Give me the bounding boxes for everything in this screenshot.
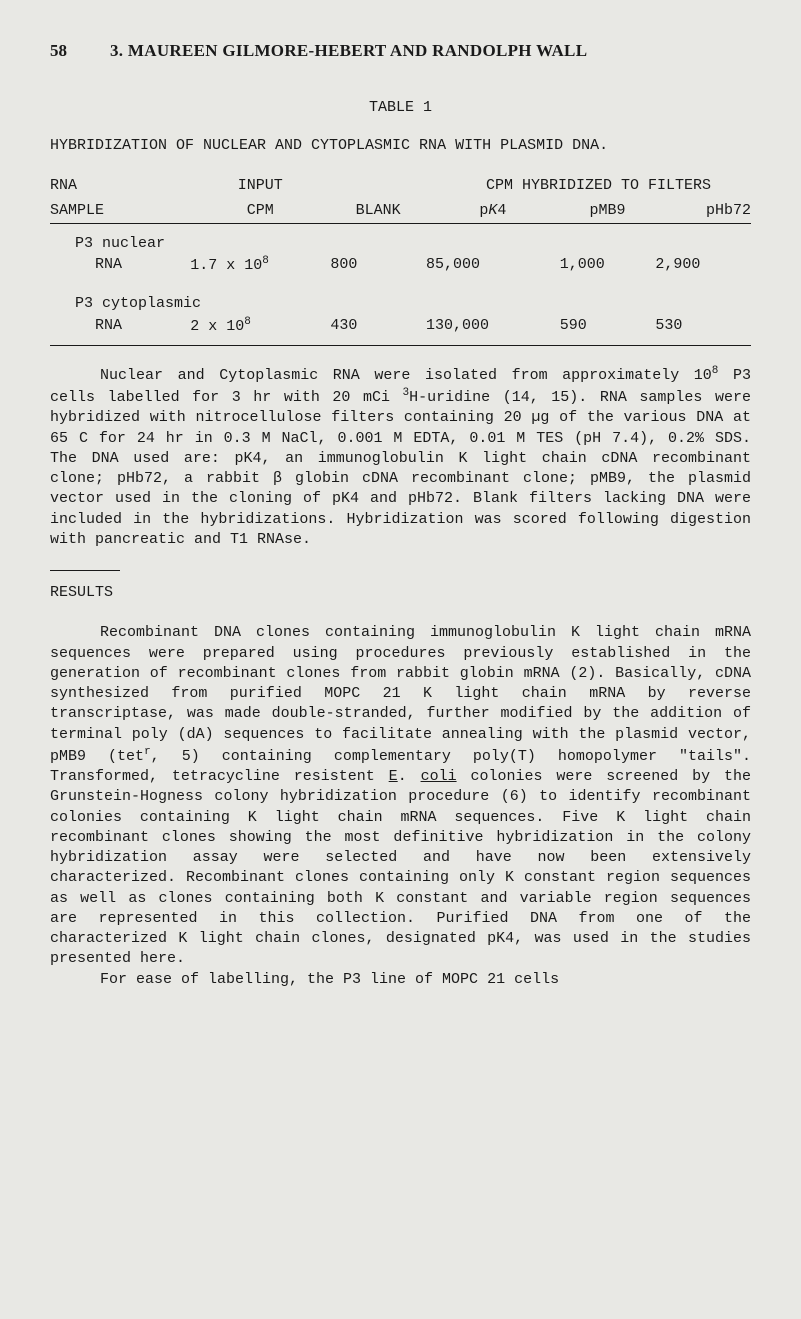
para-underline: E [389,768,398,785]
th-cpm: CPM [190,199,330,224]
th-pmb9: pMB9 [560,199,656,224]
note-text: H-uridine (14, 15). RNA samples were hyb… [50,389,751,548]
cell-pmb9: 1,000 [560,254,656,284]
results-heading: RESULTS [50,583,751,603]
cell-pmb9: 590 [560,315,656,346]
table-title: HYBRIDIZATION OF NUCLEAR AND CYTOPLASMIC… [50,136,751,156]
divider [50,570,120,571]
cell-pk4: 130,000 [426,315,560,346]
table-label: TABLE 1 [50,98,751,118]
table-header-row-2: SAMPLE CPM BLANK pK4 pMB9 pHb72 [50,199,751,224]
th-pk4-k: K [488,202,497,219]
table-body: P3 nuclear RNA 1.7 x 108 800 85,000 1,00… [50,223,751,345]
table-note: Nuclear and Cytoplasmic RNA were isolate… [50,364,751,550]
page-number: 58 [50,40,110,63]
th-pk4-p: p [479,202,488,219]
hybridization-table: RNA INPUT CPM HYBRIDIZED TO FILTERS SAMP… [50,174,751,346]
table-row: P3 cytoplasmic [50,284,751,314]
para-text: colonies were screened by the Grunstein-… [50,768,751,967]
th-blank: BLANK [330,199,426,224]
results-paragraph-2: For ease of labelling, the P3 line of MO… [50,970,751,990]
th-input: INPUT [190,174,330,198]
chapter-title: 3. MAUREEN GILMORE-HEBERT AND RANDOLPH W… [110,40,587,63]
row-label: P3 nuclear [50,223,751,254]
para-sup: r [144,746,151,758]
para-underline: coli [421,768,457,785]
para-text: . [398,768,421,785]
cell-input: 1.7 x 108 [190,254,330,284]
cell-pk4: 85,000 [426,254,560,284]
row-sublabel: RNA [50,315,190,346]
table-row: P3 nuclear [50,223,751,254]
th-cpm-hybridized: CPM HYBRIDIZED TO FILTERS [330,174,751,198]
para-text: Recombinant DNA clones containing immuno… [50,624,751,765]
page-header: 58 3. MAUREEN GILMORE-HEBERT AND RANDOLP… [50,40,751,63]
cell-input: 2 x 108 [190,315,330,346]
cell-phb72: 2,900 [655,254,751,284]
th-sample: SAMPLE [50,199,190,224]
th-phb72: pHb72 [655,199,751,224]
note-text: Nuclear and Cytoplasmic RNA were isolate… [100,367,712,384]
table-row: RNA 2 x 108 430 130,000 590 530 [50,315,751,346]
table-head: RNA INPUT CPM HYBRIDIZED TO FILTERS SAMP… [50,174,751,223]
cell-blank: 800 [330,254,426,284]
th-pk4-4: 4 [497,202,506,219]
cell-blank: 430 [330,315,426,346]
table-row: RNA 1.7 x 108 800 85,000 1,000 2,900 [50,254,751,284]
results-paragraph: Recombinant DNA clones containing immuno… [50,623,751,969]
row-label: P3 cytoplasmic [50,284,751,314]
row-sublabel: RNA [50,254,190,284]
th-pk4: pK4 [426,199,560,224]
table-header-row-1: RNA INPUT CPM HYBRIDIZED TO FILTERS [50,174,751,198]
th-rna: RNA [50,174,190,198]
cell-phb72: 530 [655,315,751,346]
